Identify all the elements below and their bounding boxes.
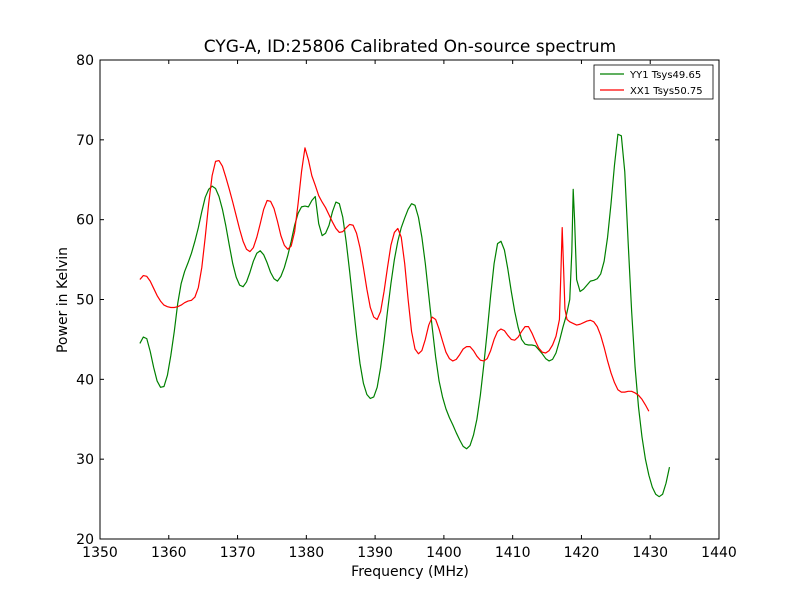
legend-label-1: YY1 Tsys49.65 xyxy=(629,70,701,81)
y-tick-label: 80 xyxy=(76,53,94,69)
legend-label-2: XX1 Tsys50.75 xyxy=(630,86,703,97)
x-tick-label: 1420 xyxy=(564,545,600,561)
series-line-1 xyxy=(139,133,671,498)
legend: YY1 Tsys49.65 XX1 Tsys50.75 xyxy=(593,64,714,100)
y-axis-title: Power in Kelvin xyxy=(55,247,71,353)
x-tick-label: 1390 xyxy=(357,545,393,561)
chart-title: CYG-A, ID:25806 Calibrated On-source spe… xyxy=(204,37,616,57)
axes-layer: 1350 1360 1370 1380 1390 1400 1410 1420 1430 1440… xyxy=(76,53,737,561)
y-tick-label: 50 xyxy=(76,293,94,309)
y-tick-label: 30 xyxy=(76,452,94,468)
x-tick-label: 1400 xyxy=(426,545,462,561)
x-tick-label: 1360 xyxy=(151,545,187,561)
x-tick-label: 1350 xyxy=(82,545,118,561)
plot-area xyxy=(100,60,719,539)
x-tick-label: 1410 xyxy=(495,545,531,561)
y-tick-label: 60 xyxy=(76,213,94,229)
legend-box xyxy=(593,64,714,100)
series-line-2 xyxy=(139,147,650,412)
x-tick-label: 1370 xyxy=(220,545,256,561)
y-tick-label: 70 xyxy=(76,133,94,149)
x-tick-label: 1380 xyxy=(289,545,325,561)
x-axis-title: Frequency (MHz) xyxy=(351,564,469,580)
plot-layer xyxy=(100,60,719,539)
x-tick-label: 1430 xyxy=(632,545,668,561)
series-layer xyxy=(139,133,671,498)
y-tick-label: 20 xyxy=(76,532,94,548)
x-tick-label: 1440 xyxy=(701,545,737,561)
y-tick-label: 40 xyxy=(76,372,94,388)
